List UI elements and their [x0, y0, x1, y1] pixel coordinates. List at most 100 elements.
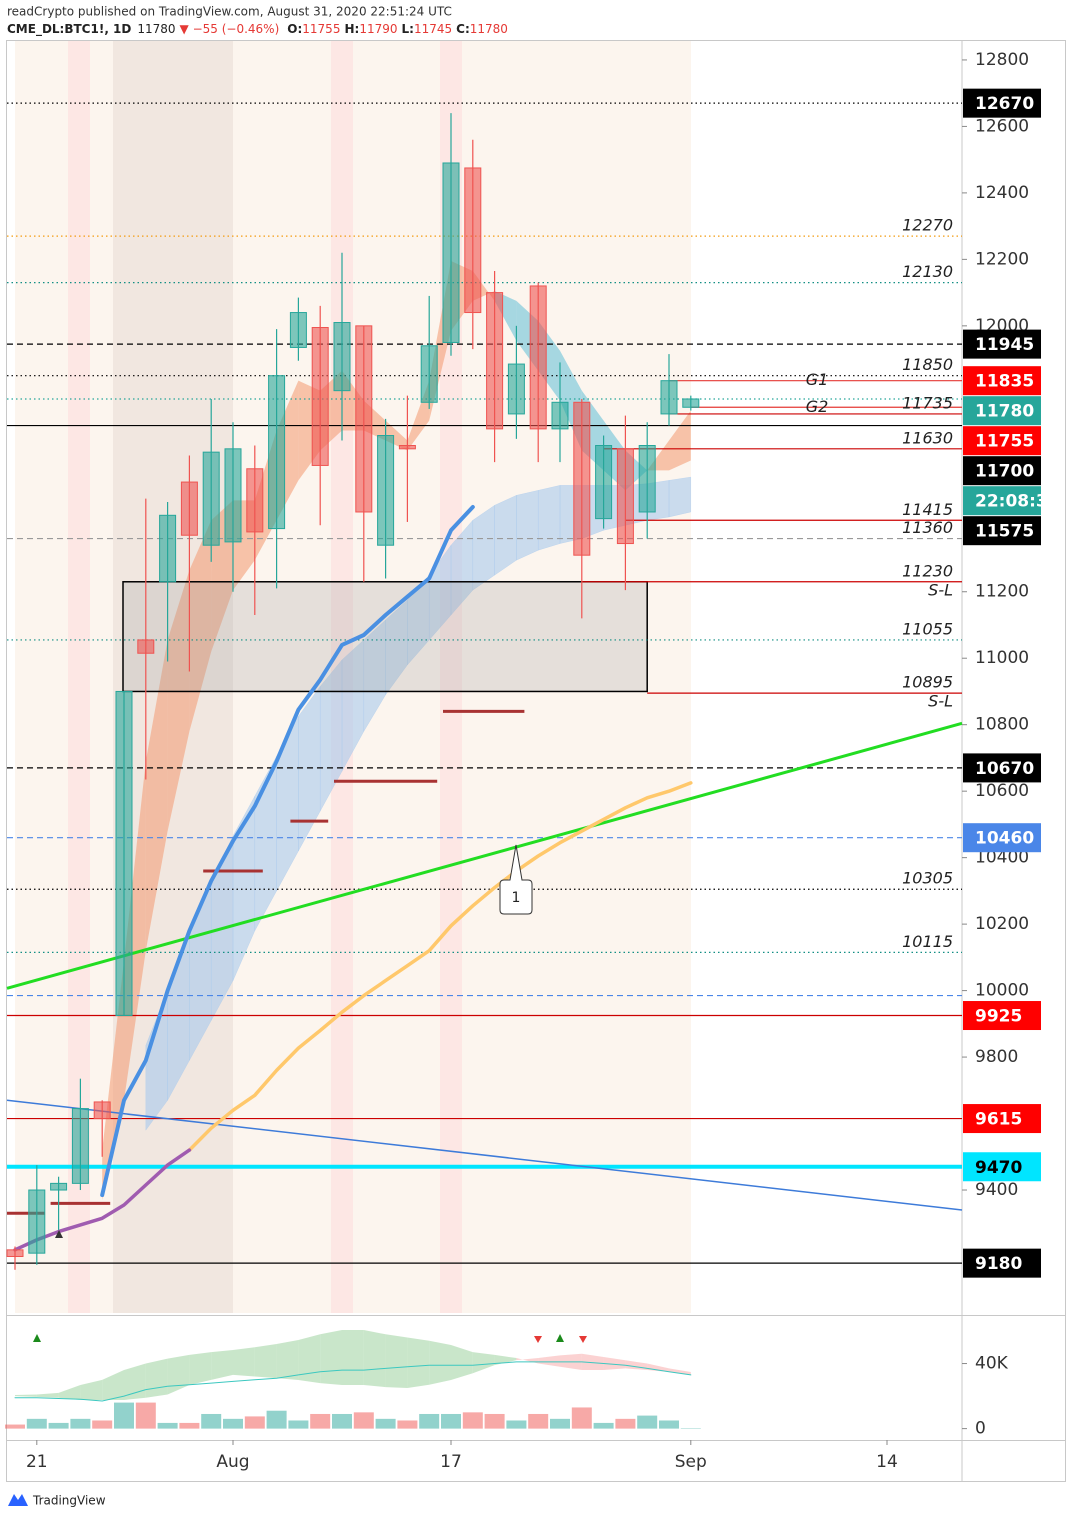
level-note: G2 [806, 397, 829, 416]
ohlc-value: 11780 [470, 22, 508, 36]
price-box-label: 10460 [975, 829, 1034, 849]
candle-body [616, 448, 634, 545]
candle-body [202, 451, 220, 546]
level-label: 11360 [902, 518, 953, 537]
volume-bar [419, 1413, 440, 1429]
volume-bar [114, 1402, 134, 1429]
cloud-segment [516, 490, 539, 561]
price-box [963, 1152, 1041, 1182]
candle-body [268, 375, 286, 530]
candle-body [398, 444, 416, 450]
price-box-label: 11755 [975, 432, 1034, 452]
cloud-segment [472, 504, 495, 591]
cloud-segment [668, 476, 692, 518]
candle-body [420, 345, 438, 403]
brand-name: TradingView [32, 1494, 106, 1508]
zone [122, 581, 648, 693]
level-label: 11415 [902, 500, 953, 519]
candle-body [333, 322, 351, 392]
y-tick-label: 12200 [975, 249, 1029, 269]
volume-bar [528, 1413, 549, 1429]
price-box [963, 1248, 1041, 1278]
publisher-line: readCrypto published on TradingView.com,… [7, 5, 452, 19]
volume-cloud-segment [15, 1394, 37, 1397]
price-box [963, 486, 1041, 516]
volume-cloud-segment [36, 1392, 59, 1398]
volume-cloud-segment [385, 1334, 408, 1388]
x-tick-label: 14 [876, 1452, 898, 1472]
symbol-line: CME_DL:BTC1!, 1D 11780 ▼ −55 (−0.46%) O:117… [7, 22, 508, 37]
last-price: 11780 [137, 22, 175, 36]
volume-cloud-segment [254, 1344, 277, 1379]
volume-cloud-segment [233, 1347, 255, 1377]
level-note: S-L [928, 580, 953, 599]
signal-stripe [68, 41, 90, 1313]
ohlc-value: 11755 [302, 22, 340, 36]
candle-body [377, 435, 395, 546]
price-box-label: 12670 [975, 94, 1034, 114]
volume-cloud-segment [298, 1334, 321, 1384]
candle-body [6, 1249, 24, 1257]
buy-signal [33, 1334, 41, 1342]
volume-tick-label: 0 [975, 1419, 986, 1439]
price-box [963, 1001, 1041, 1031]
price-box-label: 11575 [975, 522, 1034, 542]
volume-ma-line [14, 1361, 692, 1402]
price-box [963, 88, 1041, 118]
level-label: 10115 [902, 932, 953, 951]
volume-cloud-segment [451, 1345, 473, 1380]
volume-cloud-segment [647, 1363, 669, 1373]
level-label: 11230 [902, 561, 953, 580]
volume-cloud-segment [211, 1350, 233, 1380]
volume-bar [353, 1412, 374, 1429]
volume-bar [201, 1413, 222, 1429]
volume-bar [244, 1416, 265, 1429]
price-box [963, 1104, 1041, 1134]
brand: TradingView [8, 1494, 106, 1508]
main-pane [6, 113, 700, 1270]
level-label: 11850 [902, 355, 953, 374]
y-tick-label: 12600 [975, 116, 1029, 136]
volume-bar [157, 1422, 178, 1429]
volume-bar [484, 1413, 505, 1429]
price-change: ▼ −55 (−0.46%) [180, 22, 280, 36]
price-box-label: 11780 [975, 402, 1034, 422]
candle-body [660, 380, 678, 415]
ribbon-segment [145, 639, 168, 951]
ohlc-key: H: [344, 22, 359, 36]
candle-body [573, 401, 591, 556]
brand-logo [8, 1494, 28, 1506]
y-tick-label: 10600 [975, 781, 1029, 801]
volume-bar [441, 1413, 461, 1429]
ohlc-value: 11745 [414, 22, 452, 36]
price-box-label: 11945 [975, 335, 1034, 355]
candle-body [246, 468, 264, 533]
volume-bar [615, 1418, 636, 1429]
candle-body [180, 481, 198, 536]
trendline [6, 1099, 963, 1211]
candle-body [638, 444, 656, 513]
axes: 1280012600124001220012000112001100010800… [26, 50, 1060, 1472]
candle-body [289, 312, 307, 348]
volume-cloud-segment [167, 1354, 190, 1395]
volume-bar [593, 1422, 614, 1429]
price-box-label: 10670 [975, 759, 1034, 779]
ribbon-segment [167, 570, 190, 832]
price-box [963, 753, 1041, 783]
volume-bar [223, 1418, 243, 1429]
candle-body [464, 167, 482, 314]
volume-bar [179, 1422, 200, 1429]
volume-bar [637, 1415, 658, 1429]
price-box-label: 9925 [975, 1007, 1022, 1027]
x-tick-label: 17 [440, 1452, 462, 1472]
price-box [963, 366, 1041, 396]
level-label: 11630 [902, 428, 953, 447]
ohlc-value: 11790 [359, 22, 397, 36]
candle-body [507, 363, 525, 415]
volume-tick-label: 40K [975, 1354, 1009, 1374]
callout-shape [499, 844, 533, 915]
ohlc-key: O: [287, 22, 302, 36]
volume-cloud-segment [320, 1330, 342, 1386]
